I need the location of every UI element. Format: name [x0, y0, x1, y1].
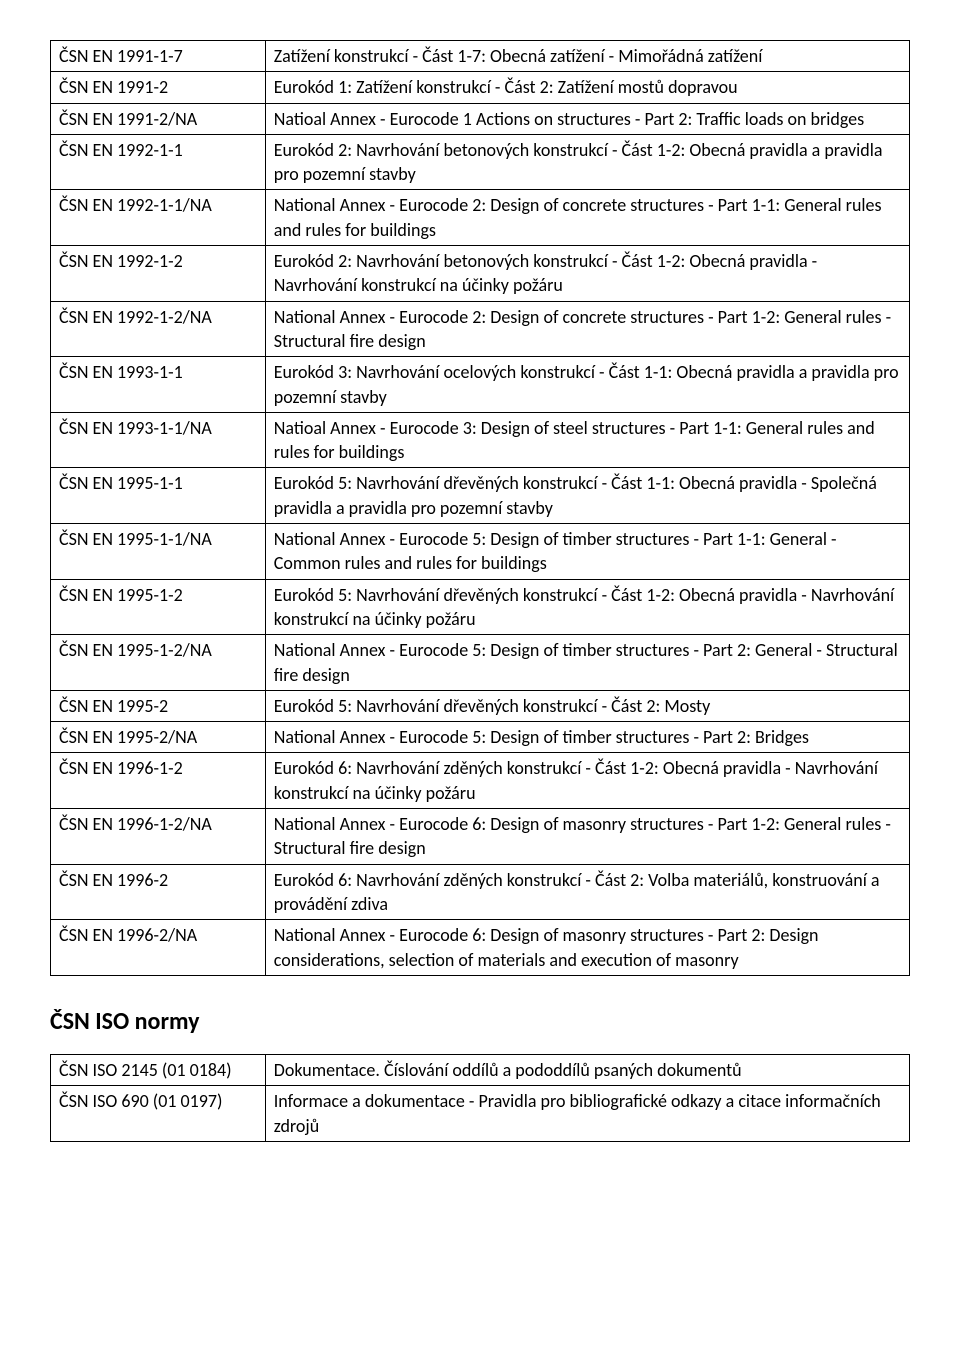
standard-desc-cell: National Annex - Eurocode 6: Design of m…	[265, 809, 909, 865]
standard-code-cell: ČSN EN 1991-2/NA	[51, 103, 266, 134]
standard-desc-cell: Natioal Annex - Eurocode 3: Design of st…	[265, 412, 909, 468]
standard-desc-cell: National Annex - Eurocode 5: Design of t…	[265, 635, 909, 691]
standard-code-cell: ČSN EN 1992-1-1/NA	[51, 190, 266, 246]
table-row: ČSN EN 1995-1-2Eurokód 5: Navrhování dře…	[51, 579, 910, 635]
standard-desc-cell: Zatížení konstrukcí - Část 1-7: Obecná z…	[265, 41, 909, 72]
table-row: ČSN EN 1992-1-1/NANational Annex - Euroc…	[51, 190, 910, 246]
standard-code-cell: ČSN EN 1995-1-2	[51, 579, 266, 635]
standard-code-cell: ČSN EN 1996-2	[51, 864, 266, 920]
standards-table-1: ČSN EN 1991-1-7Zatížení konstrukcí - Čás…	[50, 40, 910, 976]
standards-table-2: ČSN ISO 2145 (01 0184)Dokumentace. Číslo…	[50, 1054, 910, 1142]
standard-code-cell: ČSN EN 1992-1-2/NA	[51, 301, 266, 357]
standard-desc-cell: Eurokód 1: Zatížení konstrukcí - Část 2:…	[265, 72, 909, 103]
table-row: ČSN EN 1991-2Eurokód 1: Zatížení konstru…	[51, 72, 910, 103]
standard-code-cell: ČSN EN 1995-1-1	[51, 468, 266, 524]
standard-desc-cell: Eurokód 2: Navrhování betonových konstru…	[265, 246, 909, 302]
standard-code-cell: ČSN EN 1996-1-2	[51, 753, 266, 809]
table-row: ČSN EN 1995-2/NANational Annex - Eurocod…	[51, 722, 910, 753]
standard-desc-cell: Eurokód 5: Navrhování dřevěných konstruk…	[265, 468, 909, 524]
standard-desc-cell: National Annex - Eurocode 6: Design of m…	[265, 920, 909, 976]
standard-code-cell: ČSN EN 1992-1-2	[51, 246, 266, 302]
standard-desc-cell: Informace a dokumentace - Pravidla pro b…	[265, 1086, 909, 1142]
standard-code-cell: ČSN EN 1995-1-1/NA	[51, 524, 266, 580]
standard-code-cell: ČSN EN 1992-1-1	[51, 134, 266, 190]
table-row: ČSN EN 1993-1-1Eurokód 3: Navrhování oce…	[51, 357, 910, 413]
standard-desc-cell: National Annex - Eurocode 2: Design of c…	[265, 301, 909, 357]
standard-code-cell: ČSN ISO 690 (01 0197)	[51, 1086, 266, 1142]
table-row: ČSN EN 1992-1-2Eurokód 2: Navrhování bet…	[51, 246, 910, 302]
section-heading: ČSN ISO normy	[50, 1006, 910, 1038]
standard-desc-cell: National Annex - Eurocode 5: Design of t…	[265, 524, 909, 580]
standard-desc-cell: Eurokód 5: Navrhování dřevěných konstruk…	[265, 690, 909, 721]
standard-desc-cell: Eurokód 5: Navrhování dřevěných konstruk…	[265, 579, 909, 635]
table-row: ČSN EN 1996-2/NANational Annex - Eurocod…	[51, 920, 910, 976]
table-row: ČSN EN 1995-1-1/NANational Annex - Euroc…	[51, 524, 910, 580]
table-row: ČSN EN 1991-2/NANatioal Annex - Eurocode…	[51, 103, 910, 134]
table-row: ČSN ISO 2145 (01 0184)Dokumentace. Číslo…	[51, 1055, 910, 1086]
standard-code-cell: ČSN EN 1995-2/NA	[51, 722, 266, 753]
standard-code-cell: ČSN EN 1993-1-1/NA	[51, 412, 266, 468]
table-row: ČSN ISO 690 (01 0197)Informace a dokumen…	[51, 1086, 910, 1142]
standard-code-cell: ČSN EN 1996-1-2/NA	[51, 809, 266, 865]
table-row: ČSN EN 1995-1-2/NANational Annex - Euroc…	[51, 635, 910, 691]
table-row: ČSN EN 1993-1-1/NANatioal Annex - Euroco…	[51, 412, 910, 468]
standard-desc-cell: Eurokód 6: Navrhování zděných konstrukcí…	[265, 753, 909, 809]
table-row: ČSN EN 1992-1-2/NANational Annex - Euroc…	[51, 301, 910, 357]
table-row: ČSN EN 1991-1-7Zatížení konstrukcí - Čás…	[51, 41, 910, 72]
standard-desc-cell: Eurokód 2: Navrhování betonových konstru…	[265, 134, 909, 190]
standard-code-cell: ČSN EN 1996-2/NA	[51, 920, 266, 976]
standard-desc-cell: National Annex - Eurocode 5: Design of t…	[265, 722, 909, 753]
standard-desc-cell: Natioal Annex - Eurocode 1 Actions on st…	[265, 103, 909, 134]
table-row: ČSN EN 1992-1-1Eurokód 2: Navrhování bet…	[51, 134, 910, 190]
table-row: ČSN EN 1996-1-2Eurokód 6: Navrhování zdě…	[51, 753, 910, 809]
table-row: ČSN EN 1996-2Eurokód 6: Navrhování zděný…	[51, 864, 910, 920]
standard-desc-cell: Eurokód 3: Navrhování ocelových konstruk…	[265, 357, 909, 413]
standard-code-cell: ČSN EN 1995-1-2/NA	[51, 635, 266, 691]
table-row: ČSN EN 1996-1-2/NANational Annex - Euroc…	[51, 809, 910, 865]
standard-desc-cell: Dokumentace. Číslování oddílů a pododdíl…	[265, 1055, 909, 1086]
standard-code-cell: ČSN EN 1991-1-7	[51, 41, 266, 72]
table-row: ČSN EN 1995-2Eurokód 5: Navrhování dřevě…	[51, 690, 910, 721]
standard-code-cell: ČSN ISO 2145 (01 0184)	[51, 1055, 266, 1086]
table-row: ČSN EN 1995-1-1Eurokód 5: Navrhování dře…	[51, 468, 910, 524]
standard-code-cell: ČSN EN 1993-1-1	[51, 357, 266, 413]
standard-code-cell: ČSN EN 1991-2	[51, 72, 266, 103]
standard-code-cell: ČSN EN 1995-2	[51, 690, 266, 721]
standard-desc-cell: National Annex - Eurocode 2: Design of c…	[265, 190, 909, 246]
standard-desc-cell: Eurokód 6: Navrhování zděných konstrukcí…	[265, 864, 909, 920]
